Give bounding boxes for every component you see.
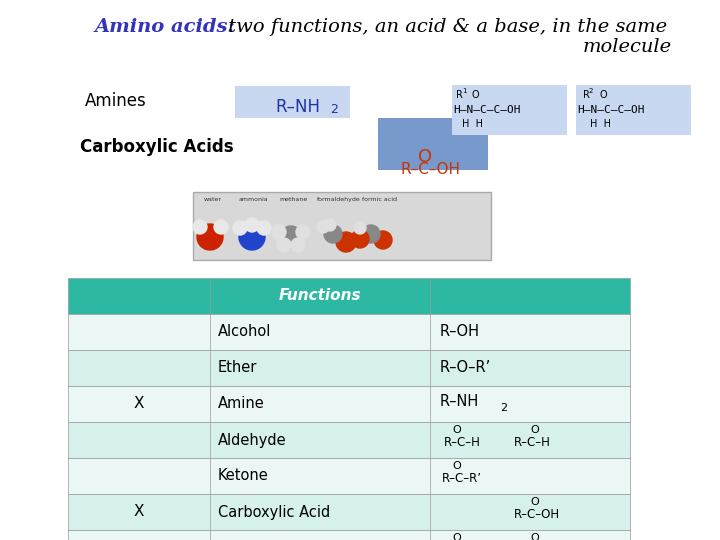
Text: O: O: [600, 90, 608, 100]
Text: O: O: [452, 425, 461, 435]
Circle shape: [245, 218, 259, 232]
Text: formaldehyde: formaldehyde: [317, 197, 361, 202]
Text: Amine: Amine: [218, 396, 265, 411]
Bar: [68, 386, 630, 422]
Circle shape: [354, 222, 366, 234]
Circle shape: [214, 220, 228, 234]
Bar: [235, 86, 350, 118]
Text: Carboxylic Acids: Carboxylic Acids: [80, 138, 233, 156]
Text: H–N–C–C–OH: H–N–C–C–OH: [577, 105, 644, 115]
Text: Aldehyde: Aldehyde: [218, 433, 287, 448]
Circle shape: [277, 238, 291, 252]
Text: O: O: [530, 497, 539, 507]
Text: Ether: Ether: [218, 361, 257, 375]
Bar: [68, 458, 630, 494]
Circle shape: [272, 225, 286, 239]
Text: X: X: [134, 504, 144, 519]
Bar: [68, 494, 630, 530]
Text: R–C–OH: R–C–OH: [400, 162, 460, 177]
Text: 1: 1: [462, 88, 467, 94]
Text: R–OH: R–OH: [440, 325, 480, 340]
Bar: [68, 314, 630, 350]
Text: R–C–H: R–C–H: [444, 436, 481, 449]
Text: Functions: Functions: [279, 288, 361, 303]
Text: 2: 2: [330, 103, 338, 116]
Text: R–O–R’: R–O–R’: [440, 361, 491, 375]
Text: R: R: [456, 90, 463, 100]
Text: 2: 2: [589, 88, 593, 94]
Text: O: O: [530, 533, 539, 540]
Bar: [378, 118, 488, 170]
Circle shape: [257, 221, 271, 235]
Circle shape: [317, 221, 329, 233]
Text: H  H: H H: [590, 119, 611, 129]
Circle shape: [280, 226, 302, 248]
Text: O: O: [452, 533, 461, 540]
Text: O: O: [452, 461, 461, 471]
Circle shape: [336, 232, 356, 252]
Text: two functions, an acid & a base, in the same: two functions, an acid & a base, in the …: [222, 18, 667, 36]
Bar: [68, 350, 630, 386]
Bar: [576, 85, 691, 135]
Text: R–NH: R–NH: [440, 395, 480, 409]
Text: R–C–R’: R–C–R’: [442, 472, 482, 485]
Text: O: O: [530, 425, 539, 435]
Bar: [452, 85, 567, 135]
Circle shape: [296, 225, 310, 239]
Text: methane: methane: [279, 197, 307, 202]
Text: H  H: H H: [462, 119, 483, 129]
Circle shape: [324, 219, 336, 231]
Bar: [68, 278, 630, 314]
Text: molecule: molecule: [583, 38, 672, 56]
Bar: [68, 422, 630, 458]
Text: R–C–H: R–C–H: [514, 436, 551, 449]
Text: Alcohol: Alcohol: [218, 325, 271, 340]
Circle shape: [291, 238, 305, 252]
Circle shape: [233, 221, 247, 235]
Circle shape: [351, 230, 369, 248]
Text: R–NH: R–NH: [275, 98, 320, 116]
Circle shape: [374, 231, 392, 249]
Text: O: O: [472, 90, 480, 100]
Circle shape: [197, 224, 223, 250]
Circle shape: [324, 225, 342, 243]
Text: Ketone: Ketone: [218, 469, 269, 483]
Text: R: R: [583, 90, 590, 100]
Text: formic acid: formic acid: [361, 197, 397, 202]
Text: H–N–C–C–OH: H–N–C–C–OH: [453, 105, 521, 115]
Text: Carboxylic Acid: Carboxylic Acid: [218, 504, 330, 519]
Text: R–C–OH: R–C–OH: [514, 509, 560, 522]
Text: water: water: [204, 197, 222, 202]
Circle shape: [193, 220, 207, 234]
Bar: [68, 530, 630, 540]
Circle shape: [239, 224, 265, 250]
Text: Amino acids:: Amino acids:: [95, 18, 235, 36]
Circle shape: [362, 225, 380, 243]
Text: 2: 2: [500, 403, 507, 413]
Bar: [193, 192, 491, 260]
Text: X: X: [134, 396, 144, 411]
Text: ammonia: ammonia: [238, 197, 268, 202]
Text: O: O: [418, 148, 432, 166]
Text: Amines: Amines: [85, 92, 147, 110]
